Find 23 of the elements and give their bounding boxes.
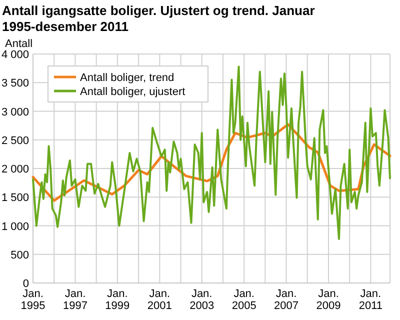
legend-label: Antall boliger, trend [80,72,174,84]
y-axis-title: Antall [5,38,33,50]
y-tick-label: 1 500 [1,192,29,204]
y-tick-label: 4 000 [1,49,29,61]
x-tick-label: Jan. 2005 [232,288,256,312]
y-tick-label: 3 500 [1,78,29,90]
y-tick-label: 2 500 [1,134,29,147]
chart-title: Antall igangsatte boliger. Ujustert og trend. Januar 1995-desember 2011 [2,3,315,34]
y-tick-label: 500 [10,249,29,262]
x-tick-label: Jan. 2011 [358,288,383,312]
x-tick-label: Jan. 1999 [105,288,130,312]
x-tick-label: Jan. 2001 [147,288,172,312]
y-tick-label: 1 000 [1,220,29,233]
x-tick-label: Jan. 2007 [274,288,299,312]
line-series [32,66,391,240]
x-tick-label: Jan. 2009 [316,288,341,312]
y-tick-label: 0 [22,278,29,290]
x-tick-label: Jan. 1995 [20,288,46,312]
x-tick-label: Jan. 1997 [63,288,88,312]
x-tick-label: Jan. 2003 [190,288,214,312]
legend-label: Antall boliger, ujustert [80,86,186,98]
y-tick-label: 3 000 [1,106,29,118]
y-tick-label: 2 000 [1,164,29,176]
